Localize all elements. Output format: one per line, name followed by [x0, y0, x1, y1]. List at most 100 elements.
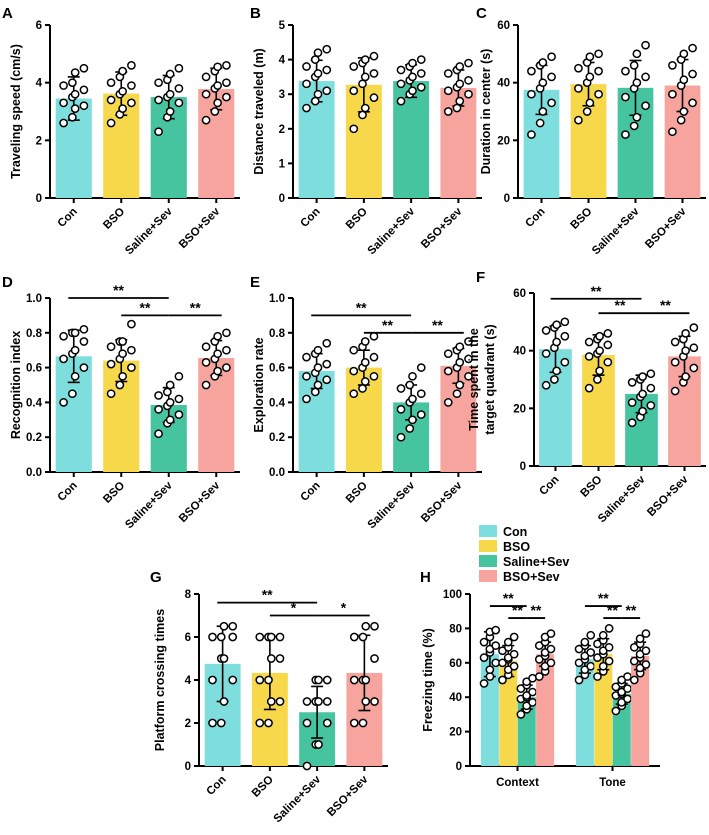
y-tick-label: 40 [513, 346, 526, 358]
data-point [595, 331, 604, 341]
data-point [503, 637, 513, 647]
data-point [670, 337, 680, 347]
data-point [369, 51, 379, 61]
data-point [498, 675, 507, 685]
data-point [646, 383, 656, 393]
data-point [106, 342, 116, 352]
data-point [127, 363, 136, 372]
data-point [560, 331, 570, 341]
data-point [443, 69, 453, 78]
data-point [560, 357, 570, 367]
panel-label: F [476, 269, 485, 286]
data-point [106, 359, 116, 369]
data-point [443, 398, 453, 407]
y-tick-label: 4 [185, 675, 192, 687]
data-point [586, 648, 596, 657]
data-point [313, 89, 323, 99]
y-tick-label: 0.0 [269, 467, 285, 479]
data-point [310, 96, 320, 106]
data-point [574, 84, 583, 93]
data-point [594, 49, 603, 59]
data-point [443, 107, 453, 116]
data-point [79, 101, 89, 111]
data-point [68, 78, 77, 88]
data-point [604, 656, 614, 666]
data-point [668, 61, 677, 70]
data-point [349, 62, 359, 71]
data-point [584, 383, 594, 393]
data-point [635, 634, 645, 644]
data-point [598, 630, 608, 640]
x-tick-label: Saline+Sev [272, 773, 324, 825]
data-point [464, 76, 473, 85]
data-point [629, 121, 639, 131]
data-point [370, 697, 379, 706]
data-point [455, 96, 465, 106]
data-point [154, 78, 163, 88]
data-point [668, 89, 677, 99]
data-point [349, 86, 359, 96]
data-point [396, 65, 406, 75]
data-point [310, 387, 320, 397]
data-point [349, 718, 359, 728]
data-point [302, 371, 311, 381]
bar [575, 659, 594, 766]
y-tick-label: 2 [185, 718, 191, 730]
data-point [322, 44, 332, 54]
data-point [621, 66, 630, 76]
legend-label: Saline+Sev [503, 555, 569, 569]
data-point [79, 337, 89, 346]
data-point [313, 380, 323, 390]
data-point [405, 380, 415, 390]
y-tick-label: 40 [497, 78, 510, 90]
data-point [118, 66, 127, 76]
y-tick-label: 0 [36, 193, 42, 205]
data-point [676, 115, 686, 125]
data-point [603, 357, 613, 367]
data-point [611, 706, 621, 716]
significance-label: ** [140, 299, 151, 315]
data-point [641, 72, 650, 82]
x-tick-label: Con [56, 206, 80, 230]
data-point [59, 118, 68, 128]
data-point [59, 98, 68, 108]
data-point [598, 661, 608, 671]
data-point [174, 371, 184, 381]
y-tick-label: 1 [279, 158, 286, 170]
data-point [349, 345, 359, 355]
data-point [154, 405, 163, 414]
data-point [255, 718, 265, 728]
data-point [222, 78, 231, 88]
data-point [165, 89, 175, 99]
data-point [313, 345, 323, 355]
data-point [509, 649, 519, 659]
data-point [538, 58, 548, 67]
data-point [165, 398, 175, 407]
data-point [127, 345, 136, 355]
data-point [405, 424, 415, 433]
data-point [222, 363, 231, 372]
data-point [547, 72, 556, 82]
data-point [396, 405, 406, 414]
data-point [360, 337, 370, 346]
significance-label: ** [382, 317, 393, 333]
bar [499, 661, 518, 766]
data-point [443, 86, 453, 96]
x-tick-label: BSO [344, 206, 370, 232]
data-point [79, 85, 89, 95]
data-point [594, 66, 603, 76]
data-point [646, 401, 656, 410]
data-point [416, 389, 426, 399]
data-point [165, 380, 175, 390]
data-point [70, 328, 80, 338]
data-point [322, 718, 332, 728]
legend-swatch [479, 555, 497, 567]
legend-label: BSO+Sev [503, 570, 560, 584]
x-tick-label: Con [298, 480, 322, 504]
data-point [452, 389, 462, 399]
data-point [443, 349, 453, 359]
y-tick-label: 2 [279, 124, 285, 136]
data-point [302, 352, 311, 362]
data-point [580, 637, 590, 647]
data-point [535, 118, 545, 128]
